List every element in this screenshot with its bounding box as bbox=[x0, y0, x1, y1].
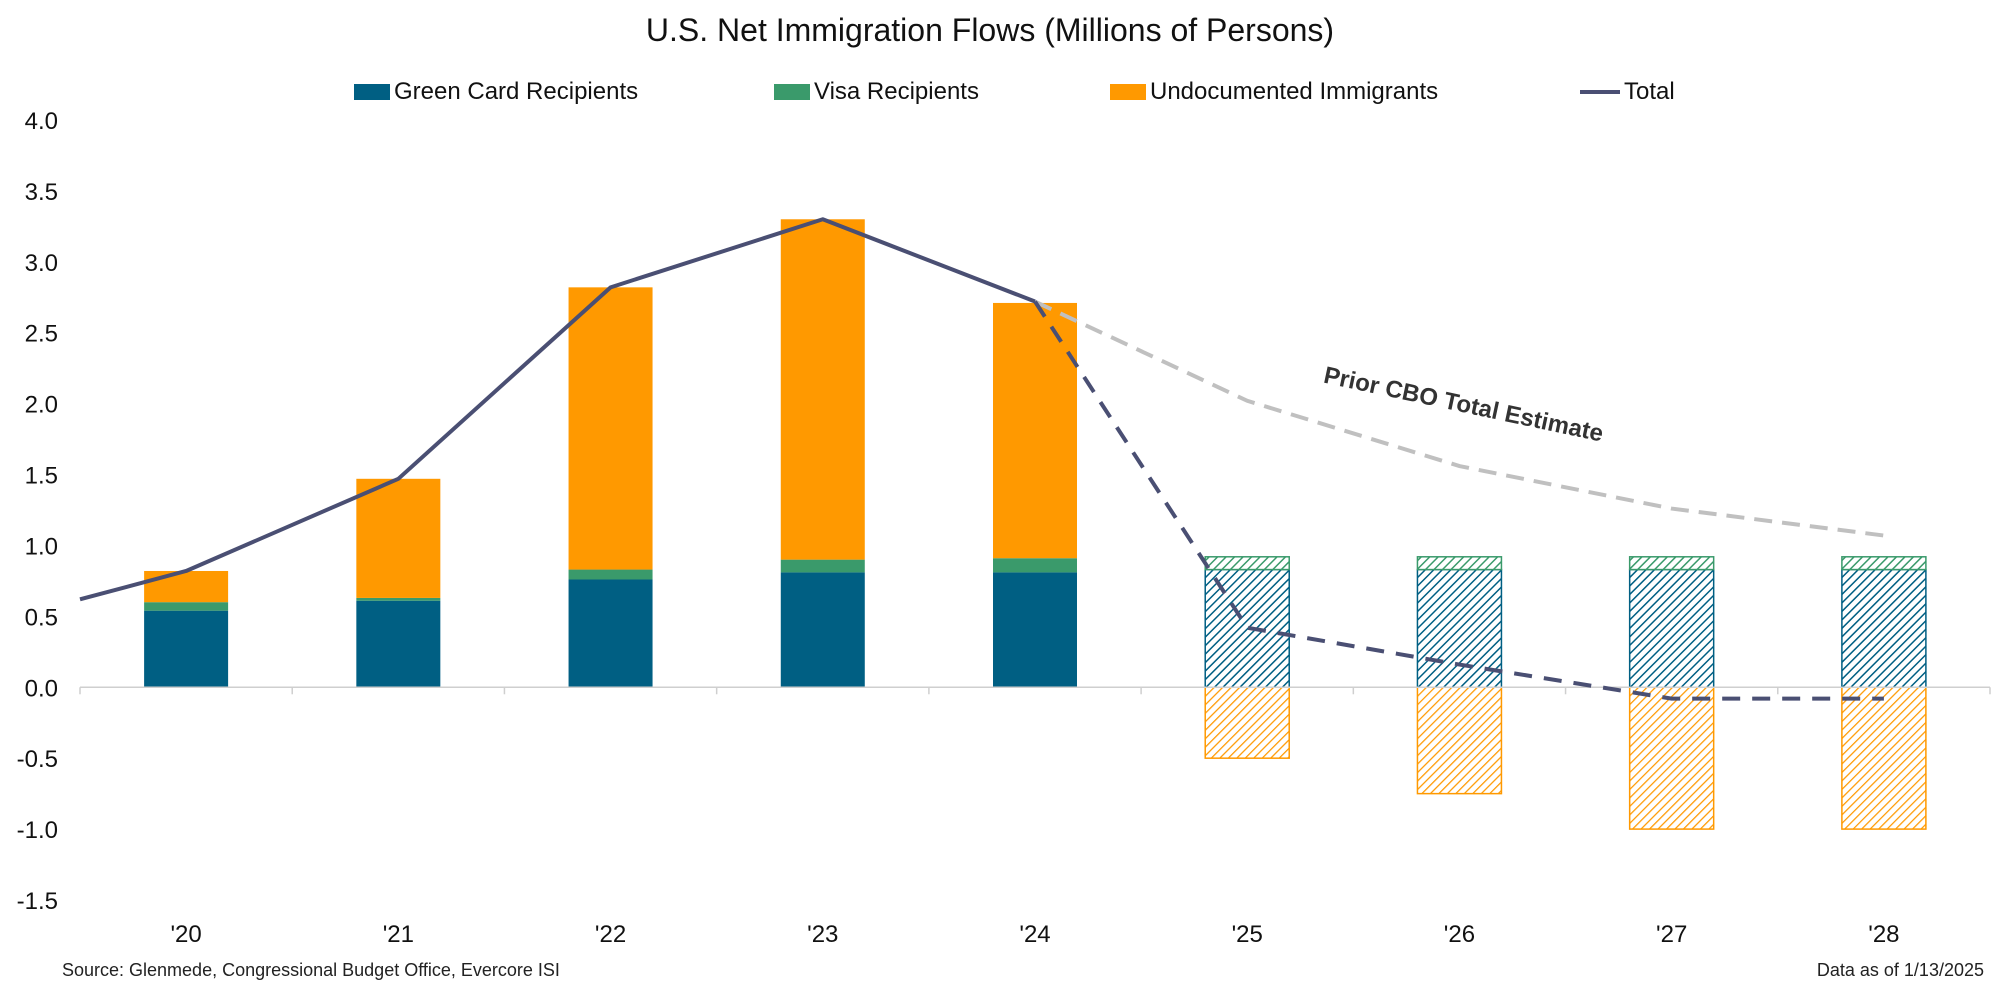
legend-item-visa: Visa Recipients bbox=[774, 78, 979, 106]
bar-green-card-recipients-22: Green Card Recipients '22: 0.76 bbox=[568, 579, 653, 688]
x-tick-label: '22 bbox=[595, 921, 626, 948]
x-tick-label: '25 bbox=[1232, 921, 1263, 948]
y-tick-label: -0.5 bbox=[17, 746, 58, 773]
bar-undocumented-immigrants-23: Undocumented Immigrants '23: 2.4 bbox=[780, 219, 865, 560]
y-tick-label: 3.0 bbox=[25, 250, 58, 277]
bar-green-card-recipients-28: Green Card Recipients '28: 0.83 bbox=[1841, 568, 1927, 689]
bar-green-card-recipients-20: Green Card Recipients '20: 0.54 bbox=[144, 610, 229, 688]
legend-label-green-card: Green Card Recipients bbox=[394, 78, 639, 105]
x-tick-label: '21 bbox=[383, 921, 414, 948]
y-tick-label: -1.5 bbox=[17, 888, 58, 915]
bar-visa-recipients-25: Visa Recipients '25: 0.09 bbox=[1204, 556, 1290, 571]
bar-visa-recipients-28: Visa Recipients '28: 0.09 bbox=[1841, 556, 1927, 571]
legend: Green Card Recipients Visa Recipients Un… bbox=[0, 78, 2000, 112]
y-tick-label: 1.5 bbox=[25, 463, 58, 490]
total-line-actual bbox=[79, 217, 1036, 602]
y-tick-label: 0.5 bbox=[25, 604, 58, 631]
y-tick-label: 2.0 bbox=[25, 392, 58, 419]
legend-label-visa: Visa Recipients bbox=[814, 78, 979, 105]
bar-visa-recipients-22: Visa Recipients '22: 0.07 bbox=[568, 569, 653, 580]
bar-green-card-recipients-25: Green Card Recipients '25: 0.83 bbox=[1204, 568, 1290, 689]
legend-swatch-total bbox=[1580, 90, 1620, 94]
legend-item-undocumented: Undocumented Immigrants bbox=[1110, 78, 1438, 106]
bar-visa-recipients-20: Visa Recipients '20: 0.06 bbox=[144, 602, 229, 611]
legend-swatch-undocumented bbox=[1110, 84, 1146, 100]
legend-swatch-visa bbox=[774, 84, 810, 100]
bar-green-card-recipients-23: Green Card Recipients '23: 0.81 bbox=[780, 572, 865, 688]
x-tick-label: '27 bbox=[1656, 921, 1687, 948]
y-tick-label: 3.5 bbox=[25, 179, 58, 206]
bar-visa-recipients-21: Visa Recipients '21: 0.02 bbox=[356, 597, 441, 601]
bar-green-card-recipients-21: Green Card Recipients '21: 0.61 bbox=[356, 600, 441, 688]
as-of-note: Data as of 1/13/2025 bbox=[1816, 960, 1984, 980]
x-tick-label: '26 bbox=[1444, 921, 1475, 948]
legend-item-green-card: Green Card Recipients bbox=[354, 78, 638, 106]
bar-undocumented-immigrants-21: Undocumented Immigrants '21: 0.84 bbox=[356, 478, 441, 598]
legend-label-undocumented: Undocumented Immigrants bbox=[1150, 78, 1439, 105]
bar-undocumented-immigrants-27: Undocumented Immigrants '27: -1 bbox=[1628, 686, 1715, 830]
axis-layer: 4.0 3.5 3.0 2.5 2.0 1.5 1.0 0.5 0.0 -0.5 -1.0 -1.5 '… bbox=[17, 108, 1991, 948]
bar-undocumented-immigrants-22: Undocumented Immigrants '22: 1.99 bbox=[568, 287, 653, 570]
bar-visa-recipients-23: Visa Recipients '23: 0.09 bbox=[780, 559, 865, 573]
x-tick-label: '20 bbox=[170, 921, 201, 948]
bar-visa-recipients-24: Visa Recipients '24: 0.1 bbox=[993, 558, 1077, 573]
prior-cbo-line bbox=[1034, 299, 1885, 538]
y-tick-label: 2.5 bbox=[25, 321, 58, 348]
x-tick-label: '24 bbox=[1019, 921, 1050, 948]
x-tick-label: '23 bbox=[807, 921, 838, 948]
legend-label-total: Total bbox=[1624, 78, 1675, 105]
lines-layer bbox=[79, 217, 1885, 701]
bar-undocumented-immigrants-25: Undocumented Immigrants '25: -0.5 bbox=[1204, 686, 1290, 759]
bar-visa-recipients-27: Visa Recipients '27: 0.09 bbox=[1628, 556, 1715, 571]
bar-green-card-recipients-24: Green Card Recipients '24: 0.81 bbox=[993, 572, 1077, 688]
bar-visa-recipients-26: Visa Recipients '26: 0.09 bbox=[1416, 556, 1503, 571]
bar-green-card-recipients-27: Green Card Recipients '27: 0.83 bbox=[1628, 568, 1715, 689]
chart-title: U.S. Net Immigration Flows (Millions of … bbox=[645, 12, 1335, 48]
bar-undocumented-immigrants-24: Undocumented Immigrants '24: 1.8 bbox=[993, 302, 1077, 559]
bar-undocumented-immigrants-26: Undocumented Immigrants '26: -0.75 bbox=[1416, 686, 1503, 795]
legend-item-total: Total bbox=[1580, 78, 1675, 106]
source-note: Source: Glenmede, Congressional Budget O… bbox=[62, 960, 560, 980]
legend-swatch-green-card bbox=[354, 84, 390, 100]
x-tick-label: '28 bbox=[1868, 921, 1899, 948]
y-tick-label: 4.0 bbox=[25, 108, 58, 135]
bars-layer: Green Card Recipients '20: 0.54Visa Reci… bbox=[144, 219, 1927, 830]
bar-undocumented-immigrants-20: Undocumented Immigrants '20: 0.22 bbox=[144, 570, 229, 603]
bar-undocumented-immigrants-28: Undocumented Immigrants '28: -1 bbox=[1841, 686, 1927, 830]
y-tick-label: 0.0 bbox=[25, 675, 58, 702]
y-tick-label: 1.0 bbox=[25, 533, 58, 560]
y-tick-label: -1.0 bbox=[17, 817, 58, 844]
prior-cbo-annotation: Prior CBO Total Estimate bbox=[1321, 362, 1605, 448]
